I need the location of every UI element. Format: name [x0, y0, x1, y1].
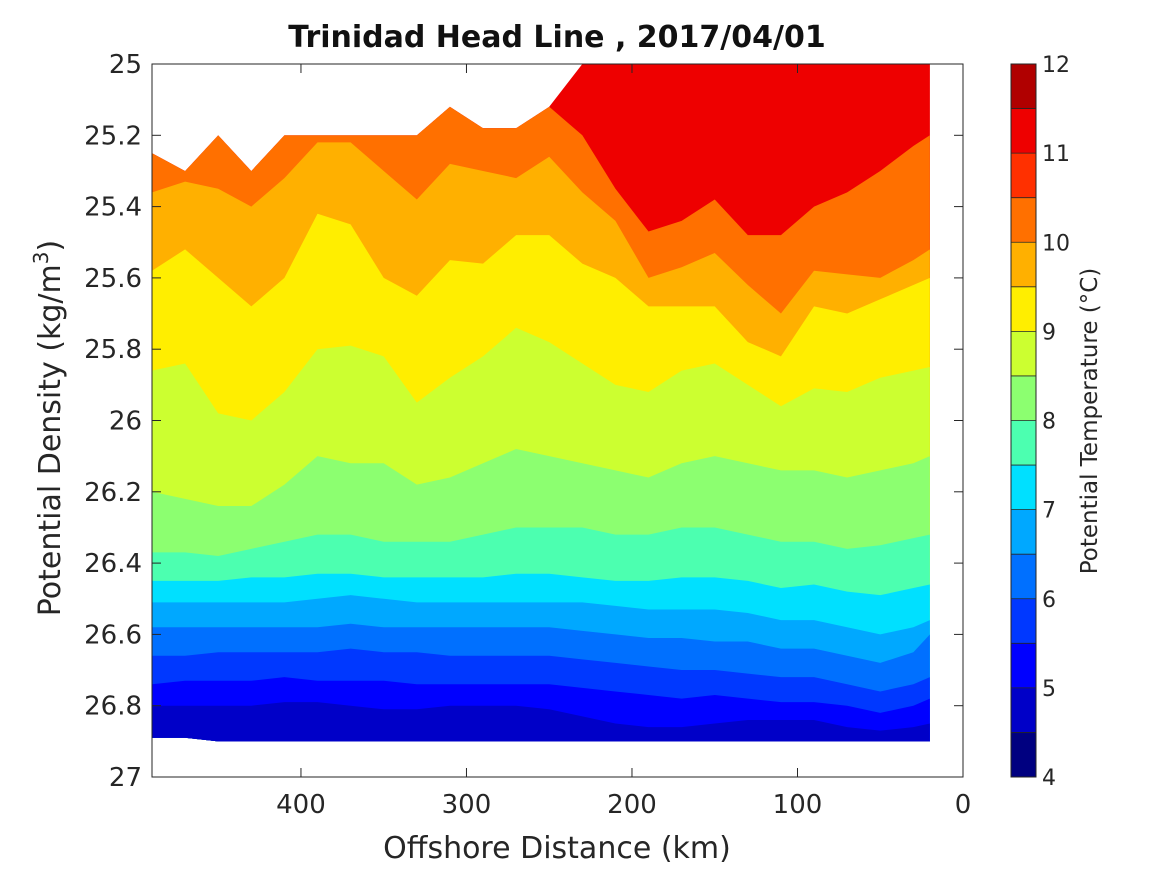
- colorbar-tick-label: 8: [1042, 410, 1056, 435]
- colorbar-tick-label: 12: [1042, 53, 1070, 78]
- y-tick-label: 25.8: [84, 335, 142, 365]
- y-tick-label: 25.6: [84, 264, 142, 294]
- x-tick-label: 300: [442, 790, 492, 820]
- y-tick-label: 25: [109, 50, 142, 80]
- colorbar-segment: [1011, 420, 1036, 466]
- x-tick-label: 0: [955, 790, 972, 820]
- y-axis-label-superscript: 3: [29, 251, 53, 264]
- y-axis-label-close: ): [33, 240, 68, 252]
- contour-band: [152, 702, 930, 742]
- colorbar-segment: [1011, 153, 1036, 198]
- colorbar-segment: [1011, 375, 1036, 421]
- colorbar-segment: [1011, 732, 1036, 777]
- colorbar-segment: [1011, 509, 1036, 555]
- colorbar-tick-label: 4: [1042, 766, 1056, 791]
- colorbar-ticks: 4 5 6 7 8 9 10 11 12: [1042, 53, 1070, 791]
- y-tick-label: 26.4: [84, 549, 142, 579]
- x-tick-label: 200: [607, 790, 657, 820]
- x-tick-label: 400: [276, 790, 326, 820]
- colorbar-segment: [1011, 108, 1036, 154]
- x-axis-label: Offshore Distance (km): [383, 831, 731, 866]
- contour-fill-layer: [152, 64, 930, 742]
- colorbar-segment: [1011, 598, 1036, 644]
- y-tick-label: 27: [109, 763, 142, 793]
- colorbar-segment: [1011, 687, 1036, 733]
- y-tick-label: 26.6: [84, 620, 142, 650]
- colorbar-tick-label: 9: [1042, 320, 1056, 345]
- colorbar: [1011, 64, 1036, 778]
- colorbar-segment: [1011, 554, 1036, 599]
- colorbar-segment: [1011, 643, 1036, 688]
- contour-band-warm-cap: [582, 64, 930, 129]
- colorbar-tick-label: 5: [1042, 677, 1056, 702]
- y-tick-label: 26.2: [84, 478, 142, 508]
- y-axis: 25 25.2 25.4 25.6 25.8 26 26.2 26.4 26.6 26.8 27: [84, 50, 963, 793]
- y-tick-label: 25.2: [84, 121, 142, 151]
- colorbar-label: Potential Temperature (°C): [1077, 268, 1103, 575]
- colorbar-segment: [1011, 64, 1036, 109]
- x-axis: 400 300 200 100 0: [276, 64, 971, 820]
- y-tick-label: 26.8: [84, 692, 142, 722]
- colorbar-tick-label: 11: [1042, 142, 1070, 167]
- x-tick-label: 100: [773, 790, 823, 820]
- colorbar-tick-label: 7: [1042, 499, 1056, 524]
- chart-title: Trinidad Head Line , 2017/04/01: [288, 20, 825, 55]
- colorbar-tick-label: 10: [1042, 231, 1070, 256]
- y-tick-label: 26: [109, 407, 142, 437]
- y-tick-label: 25.4: [84, 193, 142, 223]
- colorbar-segment: [1011, 197, 1036, 243]
- y-axis-label: Potential Density (kg/m3): [29, 240, 68, 616]
- colorbar-segment: [1011, 286, 1036, 332]
- y-axis-label-main: Potential Density (kg/m: [33, 264, 68, 616]
- colorbar-segment: [1011, 242, 1036, 287]
- colorbar-segment: [1011, 465, 1036, 510]
- colorbar-frame: [1010, 63, 1037, 778]
- colorbar-segment: [1011, 331, 1036, 376]
- colorbar-tick-label: 6: [1042, 588, 1056, 613]
